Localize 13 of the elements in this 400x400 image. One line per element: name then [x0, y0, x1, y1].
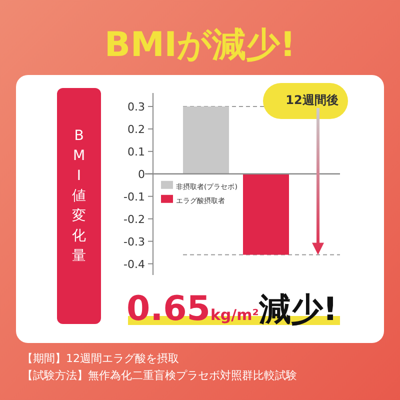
chart-title: BMIが減少!	[104, 25, 296, 65]
y-axis-title: BMI値変化量	[72, 128, 86, 264]
annotation: 12週間後	[286, 93, 338, 107]
text: 【期間】12週間エラグ酸を摂取	[22, 352, 179, 365]
y-tick-label: 0.3	[128, 100, 145, 114]
y-tick-label: -0.3	[124, 235, 145, 248]
y-tick-label: -0.4	[124, 258, 145, 271]
text: 【試験方法】無作為化二重盲検プラセボ対照群比較試験	[22, 369, 297, 382]
y-tick-label: 0	[138, 168, 145, 181]
y-tick-label: -0.2	[124, 212, 145, 226]
y-tick-label: -0.1	[124, 190, 145, 204]
y-tick-label: 0.1	[128, 145, 145, 158]
y-tick-label: 0.2	[128, 122, 145, 136]
